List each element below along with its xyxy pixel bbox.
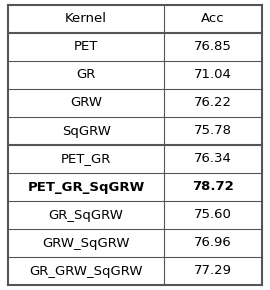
Text: 76.85: 76.85 <box>194 41 232 53</box>
Text: Kernel: Kernel <box>65 12 107 26</box>
Text: 71.04: 71.04 <box>194 68 232 81</box>
Text: GR: GR <box>76 68 96 81</box>
Text: Acc: Acc <box>201 12 225 26</box>
Text: 76.96: 76.96 <box>194 237 232 249</box>
Text: 75.60: 75.60 <box>194 209 232 222</box>
Text: GRW_SqGRW: GRW_SqGRW <box>42 237 130 249</box>
Text: PET: PET <box>74 41 98 53</box>
Text: 75.78: 75.78 <box>194 124 232 137</box>
Text: 78.72: 78.72 <box>192 180 234 193</box>
Text: 76.22: 76.22 <box>194 97 232 110</box>
Text: PET_GR: PET_GR <box>61 153 111 166</box>
Text: GRW: GRW <box>70 97 102 110</box>
Text: 77.29: 77.29 <box>194 264 232 278</box>
Text: SqGRW: SqGRW <box>62 124 110 137</box>
Text: PET_GR_SqGRW: PET_GR_SqGRW <box>28 180 145 193</box>
Text: GR_SqGRW: GR_SqGRW <box>49 209 124 222</box>
Text: 76.34: 76.34 <box>194 153 232 166</box>
Text: GR_GRW_SqGRW: GR_GRW_SqGRW <box>29 264 143 278</box>
